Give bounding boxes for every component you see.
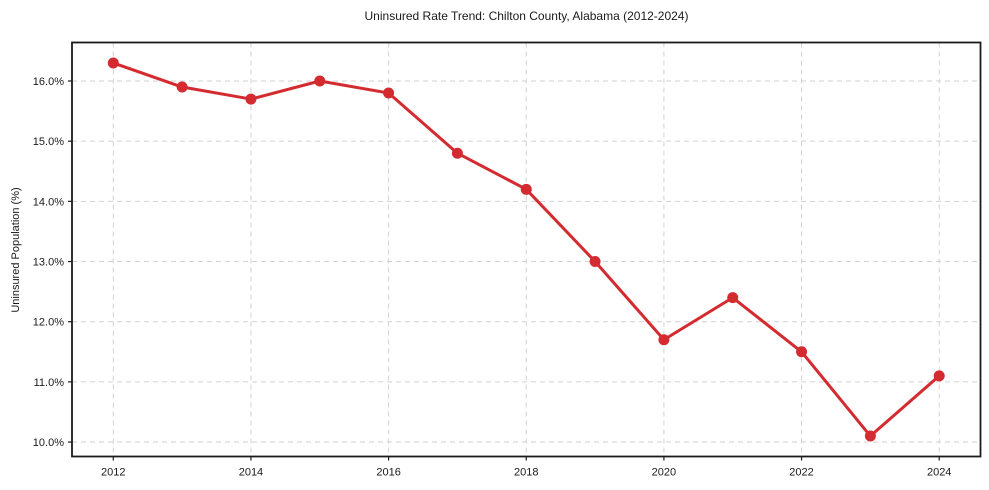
data-point [245,93,257,105]
data-point [864,430,876,442]
y-tick-label: 15.0% [33,136,64,148]
data-point [176,81,188,93]
data-point [727,292,739,304]
y-tick-label: 12.0% [33,317,64,329]
data-point [314,75,326,87]
chart-title: Uninsured Rate Trend: Chilton County, Al… [364,9,689,23]
x-tick-label: 2020 [652,467,676,479]
y-tick-label: 14.0% [33,196,64,208]
data-point [589,256,601,268]
x-tick-label: 2012 [101,467,125,479]
data-point [933,370,945,382]
data-point [658,334,670,346]
y-tick-label: 10.0% [33,437,64,449]
data-point [383,87,395,99]
y-tick-label: 16.0% [33,76,64,88]
x-tick-label: 2016 [376,467,400,479]
data-point [451,147,463,159]
y-tick-label: 11.0% [34,377,65,389]
data-point [520,183,532,195]
x-tick-label: 2024 [927,467,951,479]
x-tick-label: 2022 [789,467,813,479]
x-tick-label: 2018 [514,467,538,479]
data-point [107,57,119,69]
x-tick-label: 2014 [239,467,263,479]
data-point [796,346,808,358]
y-tick-label: 13.0% [33,257,64,269]
